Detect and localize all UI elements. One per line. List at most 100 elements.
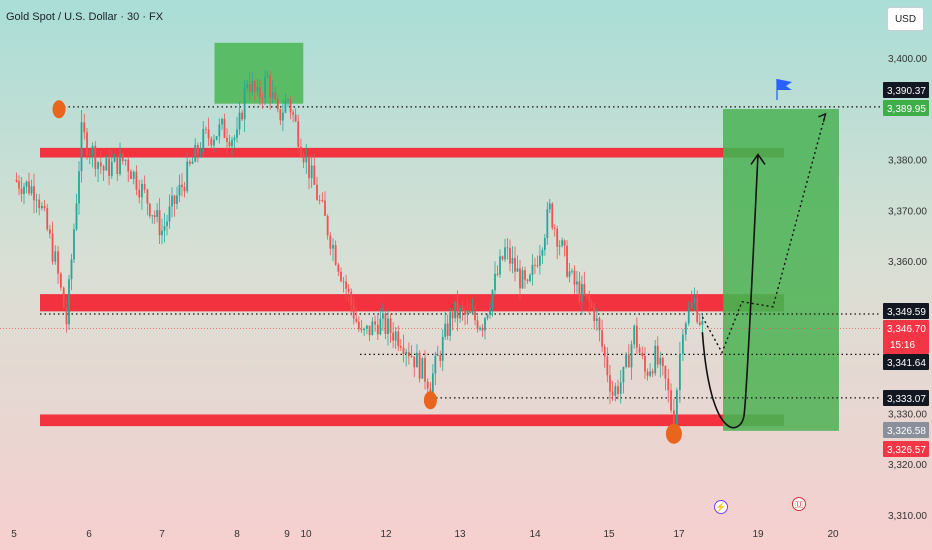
candle-body-83 xyxy=(233,137,236,140)
candle-body-116 xyxy=(318,199,321,201)
xtick-label-6: 10 xyxy=(300,529,312,540)
candle-body-67 xyxy=(191,161,194,164)
lightning-icon[interactable]: ⚡ xyxy=(714,500,728,514)
candle-body-242 xyxy=(641,352,644,356)
candle-body-96 xyxy=(266,75,269,78)
candle-body-204 xyxy=(543,238,546,251)
candle-body-139 xyxy=(379,318,382,335)
candle-body-177 xyxy=(476,320,479,330)
candle-body-59 xyxy=(171,195,173,207)
candle-body-264 xyxy=(701,321,704,325)
supply-zone xyxy=(214,42,304,104)
candle-body-93 xyxy=(259,86,261,98)
candle-body-92 xyxy=(256,86,259,92)
candle-body-238 xyxy=(630,344,633,368)
candle-body-229 xyxy=(606,356,609,376)
candle-body-128 xyxy=(350,291,353,306)
candle-body-47 xyxy=(141,183,143,198)
candle-body-192 xyxy=(514,258,516,272)
candle-body-37 xyxy=(113,156,116,162)
candle-body-186 xyxy=(499,256,501,275)
candle-body-122 xyxy=(334,245,337,265)
candle-body-153 xyxy=(416,352,418,368)
candle-body-2 xyxy=(20,188,23,194)
candle-body-52 xyxy=(153,215,156,217)
candle-body-203 xyxy=(541,250,544,256)
candle-body-163 xyxy=(441,336,444,361)
candle-body-20 xyxy=(68,279,70,325)
candle-body-225 xyxy=(595,318,598,322)
price-label-bg-5 xyxy=(883,354,929,370)
candle-body-183 xyxy=(491,290,494,309)
candle-body-201 xyxy=(536,265,539,267)
candle-body-125 xyxy=(342,281,345,282)
price-label-4: 3,346.70 xyxy=(887,324,926,335)
candle-body-227 xyxy=(601,330,603,347)
candle-body-260 xyxy=(690,303,693,308)
candle-body-56 xyxy=(163,226,166,231)
candle-body-91 xyxy=(253,81,256,92)
candle-body-240 xyxy=(636,325,638,348)
candle-body-85 xyxy=(238,112,241,130)
ytick-label-10: 3,400.00 xyxy=(888,54,927,65)
candle-body-106 xyxy=(292,112,294,115)
candle-body-46 xyxy=(138,189,141,198)
candle-body-45 xyxy=(135,171,138,190)
candle-body-17 xyxy=(59,273,62,288)
candle-body-233 xyxy=(617,386,619,394)
price-label-bg-4 xyxy=(883,320,929,354)
candle-body-68 xyxy=(194,144,197,162)
candle-body-200 xyxy=(534,264,536,266)
candle-body-215 xyxy=(571,270,573,272)
candle-body-7 xyxy=(33,186,35,201)
candle-body-187 xyxy=(501,256,504,260)
candle-body-49 xyxy=(146,189,149,204)
candle-body-150 xyxy=(407,351,410,357)
candle-body-8 xyxy=(35,199,38,201)
candle-body-239 xyxy=(633,325,636,345)
candle-body-75 xyxy=(213,139,215,146)
candle-body-180 xyxy=(484,318,486,331)
candle-body-16 xyxy=(57,251,59,274)
candle-body-254 xyxy=(673,410,675,429)
candle-body-189 xyxy=(506,247,509,249)
candle-body-151 xyxy=(410,356,413,358)
candle-body-13 xyxy=(48,229,51,234)
candle-body-48 xyxy=(143,183,146,190)
candle-body-110 xyxy=(302,155,305,163)
xtick-label-8: 13 xyxy=(454,529,466,540)
candle-body-220 xyxy=(583,284,586,294)
xtick-label-11: 17 xyxy=(673,529,685,540)
xtick-label-4: 8 xyxy=(234,529,240,540)
candle-body-247 xyxy=(654,345,657,374)
candle-body-258 xyxy=(684,323,687,335)
candle-body-182 xyxy=(489,308,491,315)
candle-body-143 xyxy=(389,318,392,333)
candle-body-195 xyxy=(521,270,524,289)
candle-body-118 xyxy=(324,200,326,216)
candle-body-169 xyxy=(456,301,459,319)
candle-body-22 xyxy=(73,229,75,260)
candle-body-224 xyxy=(593,306,596,322)
candle-body-252 xyxy=(667,378,670,391)
candle-body-155 xyxy=(421,357,424,379)
xtick-label-10: 15 xyxy=(603,529,615,540)
currency-selector[interactable]: USD xyxy=(887,7,924,31)
candle-body-117 xyxy=(321,200,324,202)
candle-body-71 xyxy=(202,128,205,152)
candle-body-65 xyxy=(186,161,189,192)
ytick-label-2: 3,320.00 xyxy=(888,460,927,471)
candle-body-34 xyxy=(105,158,108,171)
candle-body-114 xyxy=(313,165,316,185)
candle-body-158 xyxy=(429,388,432,394)
candle-body-134 xyxy=(365,325,368,329)
xtick-label-3: 7 xyxy=(159,529,165,540)
us-flag-icon[interactable]: 🇺 xyxy=(792,497,806,511)
candle-body-255 xyxy=(676,390,678,429)
candle-body-14 xyxy=(51,233,54,262)
candle-body-23 xyxy=(75,203,78,230)
candle-body-217 xyxy=(576,281,578,285)
candle-body-15 xyxy=(54,251,57,262)
